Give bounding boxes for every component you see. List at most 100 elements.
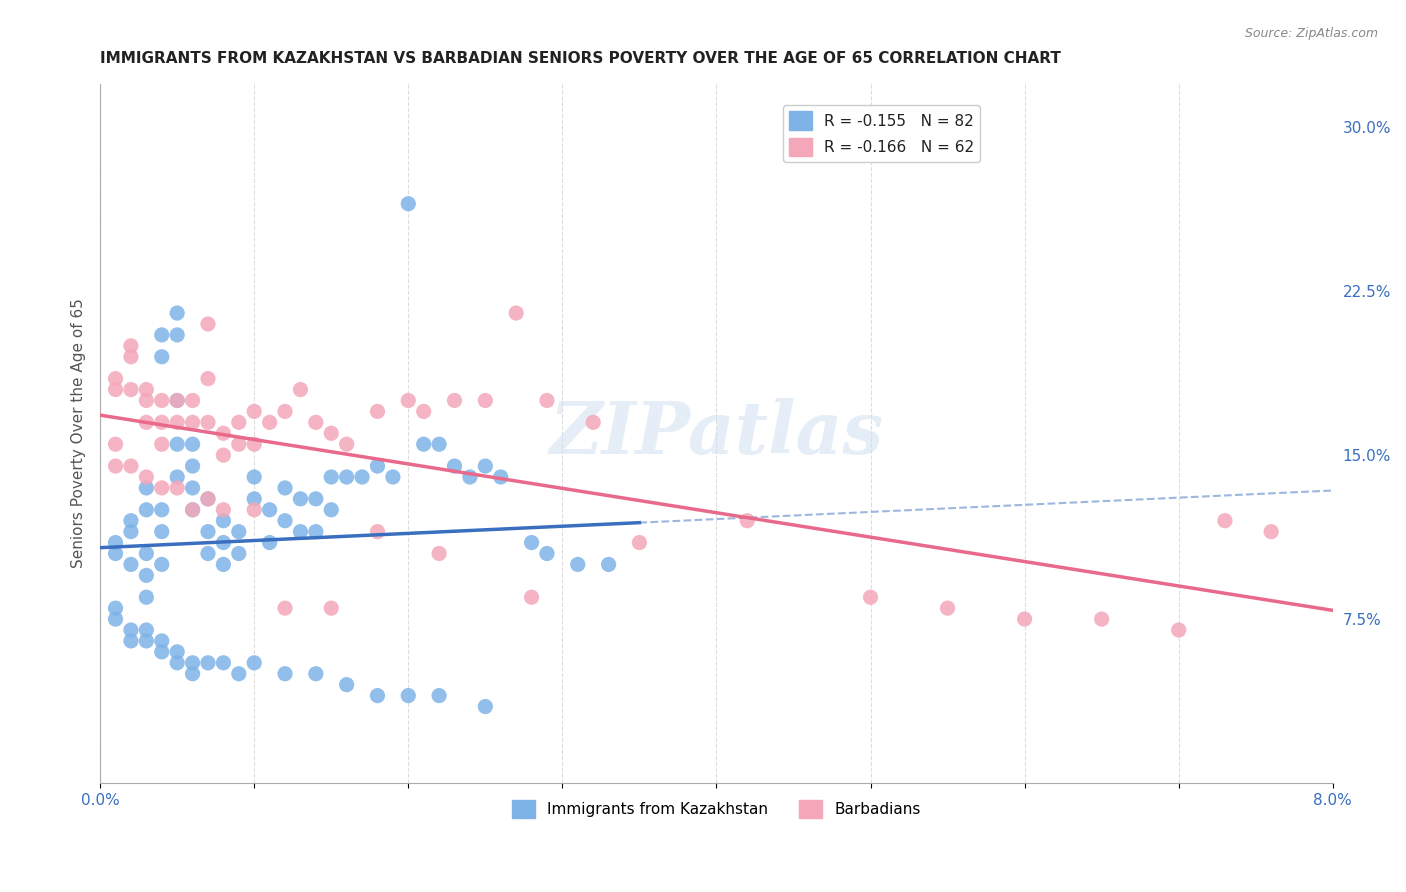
Point [104,612,127,626]
Point [166,393,188,408]
Point [212,558,235,572]
Text: ZIPatlas: ZIPatlas [550,398,883,469]
Point [336,470,359,484]
Point [150,437,173,451]
Point [474,458,496,473]
Point [443,393,465,408]
Point [120,339,142,353]
Point [150,503,173,517]
Point [135,623,157,637]
Point [243,656,266,670]
Point [259,415,281,429]
Point [352,470,374,484]
Point [396,196,419,211]
Point [366,524,388,539]
Point [474,393,496,408]
Point [243,470,266,484]
Point [150,634,173,648]
Point [1091,612,1114,626]
Point [290,383,312,397]
Point [104,383,127,397]
Point [212,514,235,528]
Point [181,503,204,517]
Point [104,547,127,561]
Point [120,634,142,648]
Point [859,591,882,605]
Point [181,393,204,408]
Point [290,524,312,539]
Point [181,415,204,429]
Point [321,470,343,484]
Point [336,437,359,451]
Point [228,415,250,429]
Point [212,656,235,670]
Point [474,699,496,714]
Point [120,514,142,528]
Point [120,623,142,637]
Point [412,437,434,451]
Point [305,666,328,681]
Point [120,383,142,397]
Point [120,524,142,539]
Point [150,327,173,342]
Point [104,371,127,385]
Point [259,535,281,549]
Point [427,689,450,703]
Point [274,666,297,681]
Point [212,503,235,517]
Point [628,535,651,549]
Point [274,514,297,528]
Point [536,547,558,561]
Point [166,470,188,484]
Point [290,491,312,506]
Point [1014,612,1036,626]
Text: Source: ZipAtlas.com: Source: ZipAtlas.com [1244,27,1378,40]
Point [135,547,157,561]
Point [150,481,173,495]
Point [735,514,758,528]
Point [212,535,235,549]
Point [396,393,419,408]
Point [936,601,959,615]
Point [212,426,235,441]
Point [489,470,512,484]
Point [181,481,204,495]
Point [150,350,173,364]
Point [243,503,266,517]
Point [181,666,204,681]
Point [135,470,157,484]
Point [274,601,297,615]
Point [567,558,589,572]
Point [336,678,359,692]
Point [135,634,157,648]
Point [321,601,343,615]
Point [197,317,219,331]
Point [197,415,219,429]
Point [166,393,188,408]
Point [135,591,157,605]
Point [1213,514,1236,528]
Point [120,558,142,572]
Point [120,458,142,473]
Point [427,547,450,561]
Point [212,448,235,462]
Point [412,404,434,418]
Point [150,415,173,429]
Point [396,689,419,703]
Point [181,503,204,517]
Point [305,491,328,506]
Point [135,503,157,517]
Point [166,306,188,320]
Point [181,437,204,451]
Point [150,524,173,539]
Point [197,656,219,670]
Point [104,437,127,451]
Point [274,481,297,495]
Point [321,426,343,441]
Point [536,393,558,408]
Point [197,524,219,539]
Point [166,327,188,342]
Point [166,415,188,429]
Point [458,470,481,484]
Point [197,371,219,385]
